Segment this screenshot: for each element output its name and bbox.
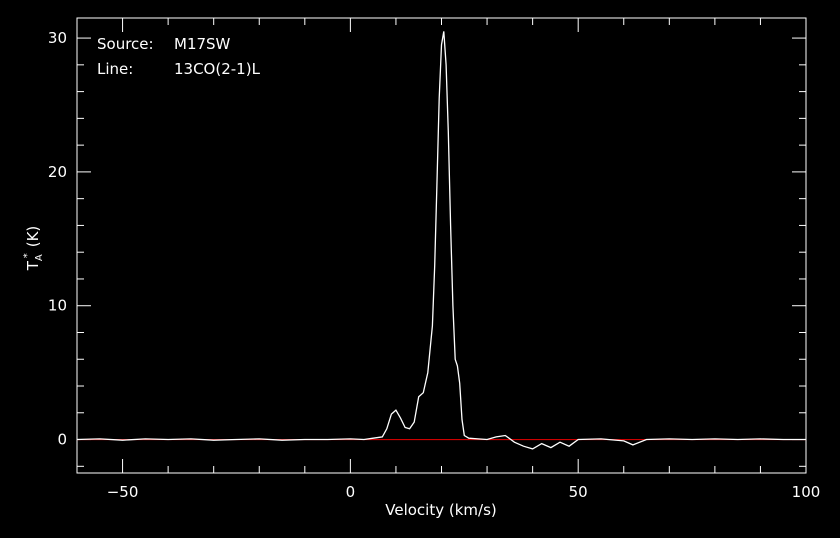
x-tick-label: −50 bbox=[107, 483, 139, 501]
y-axis-title: TA* (K) bbox=[22, 226, 45, 272]
plot-frame bbox=[76, 17, 807, 474]
x-tick-label: 100 bbox=[792, 483, 821, 501]
y-tick-label: 0 bbox=[57, 431, 67, 449]
y-axis-title-unit: (K) bbox=[24, 226, 42, 248]
axis-tick-labels: −50 0 50 100 0 10 20 30 bbox=[48, 29, 820, 501]
svg-text:TA*(K): TA* (K) bbox=[22, 226, 45, 272]
axis-ticks bbox=[76, 18, 807, 473]
y-axis-title-main: T bbox=[24, 260, 42, 271]
y-tick-label: 20 bbox=[48, 163, 67, 181]
y-axis-title-sub: A bbox=[34, 254, 45, 261]
source-value: M17SW bbox=[174, 35, 231, 53]
x-axis-title: Velocity (km/s) bbox=[385, 501, 496, 519]
x-tick-label: 0 bbox=[346, 483, 356, 501]
line-label: Line: bbox=[97, 60, 133, 78]
source-label: Source: bbox=[97, 35, 154, 53]
x-tick-label: 50 bbox=[569, 483, 588, 501]
y-axis-title-sup: * bbox=[22, 253, 33, 258]
y-tick-label: 10 bbox=[48, 297, 67, 315]
line-value: 13CO(2-1)L bbox=[174, 60, 261, 78]
spectrum-line bbox=[76, 31, 806, 450]
y-tick-label: 30 bbox=[48, 29, 67, 47]
